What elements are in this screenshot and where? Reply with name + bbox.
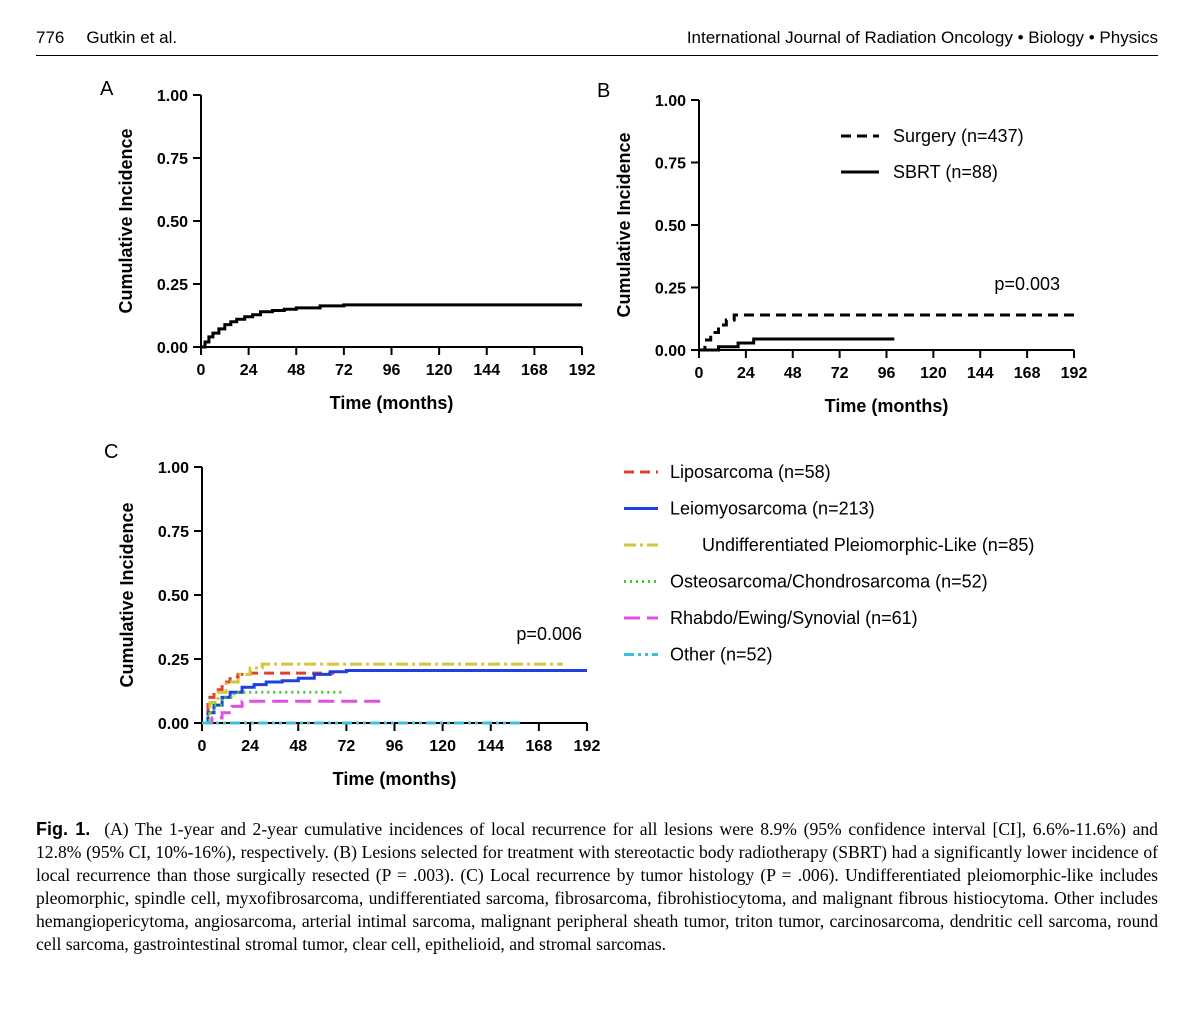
x-tick-label: 24 <box>241 738 259 755</box>
x-tick-label: 48 <box>289 738 307 755</box>
x-tick-label: 144 <box>473 362 500 379</box>
x-tick-label: 192 <box>574 738 601 755</box>
caption-text: (A) The 1-year and 2-year cumulative inc… <box>36 819 1158 954</box>
y-tick-label: 0.50 <box>158 588 189 605</box>
panel-letter: B <box>597 80 610 102</box>
x-tick-label: 0 <box>695 365 704 382</box>
panel-letter: A <box>100 78 114 100</box>
legend-label: Rhabdo/Ewing/Synovial (n=61) <box>670 608 918 628</box>
series-line-liposarcoma <box>202 671 335 725</box>
y-tick-label: 1.00 <box>655 93 686 110</box>
x-tick-label: 192 <box>1061 365 1088 382</box>
x-tick-label: 120 <box>429 738 456 755</box>
chart-panel-b: B 0.00 0.25 0.50 0.75 1.00 0 24 48 72 96 120 144 168 1… <box>597 80 1087 416</box>
x-tick-label: 96 <box>878 365 896 382</box>
y-tick-label: 0.75 <box>655 156 686 173</box>
y-tick-label: 0.75 <box>158 524 189 541</box>
y-tick-label: 0.25 <box>655 281 686 298</box>
legend-label: Leiomyosarcoma (n=213) <box>670 499 875 519</box>
x-tick-label: 120 <box>426 362 453 379</box>
y-tick-label: 0.75 <box>157 151 188 168</box>
y-axis-label: Cumulative Incidence <box>116 128 136 313</box>
header-left: 776 Gutkin et al. <box>36 28 177 48</box>
legend-label: Osteosarcoma/Chondrosarcoma (n=52) <box>670 572 988 592</box>
legend: Liposarcoma (n=58) Leiomyosarcoma (n=213)… <box>624 462 1034 665</box>
x-tick-label: 96 <box>386 738 404 755</box>
x-tick-label: 0 <box>197 362 206 379</box>
series-line-undifferentiated <box>202 662 563 725</box>
x-axis-label: Time (months) <box>333 769 457 789</box>
x-tick-label: 48 <box>784 365 802 382</box>
series-line-rhabdoewingsynovial <box>202 699 383 725</box>
series-line-sbrt <box>699 337 895 352</box>
y-tick-label: 0.00 <box>655 343 686 360</box>
legend-label: SBRT (n=88) <box>893 162 998 182</box>
p-value-annotation: p=0.003 <box>994 274 1060 294</box>
series-line-all-lesions <box>201 303 582 349</box>
y-tick-label: 0.00 <box>158 716 189 733</box>
x-tick-label: 0 <box>198 738 207 755</box>
x-tick-label: 168 <box>1014 365 1041 382</box>
x-tick-label: 120 <box>920 365 947 382</box>
x-axis-label: Time (months) <box>330 393 454 413</box>
legend-label: Undifferentiated Pleiomorphic-Like (n=85… <box>702 535 1034 555</box>
x-tick-label: 72 <box>337 738 355 755</box>
chart-panel-a: A 0.00 0.25 0.50 0.75 1.00 0 24 48 72 96 120 144 168 1… <box>100 78 595 413</box>
p-value-annotation: p=0.006 <box>516 624 582 644</box>
header-authors: Gutkin et al. <box>86 28 178 47</box>
y-axis-label: Cumulative Incidence <box>117 502 137 687</box>
page-number: 776 <box>36 28 65 47</box>
legend: Surgery (n=437) SBRT (n=88) <box>841 126 1024 182</box>
x-tick-label: 144 <box>477 738 504 755</box>
series-line-surgery <box>699 313 1074 352</box>
x-tick-label: 72 <box>831 365 849 382</box>
y-tick-label: 0.50 <box>157 214 188 231</box>
x-tick-label: 144 <box>967 365 994 382</box>
y-tick-label: 0.25 <box>158 652 189 669</box>
x-tick-label: 24 <box>737 365 755 382</box>
y-tick-label: 0.25 <box>157 277 188 294</box>
y-tick-label: 0.50 <box>655 218 686 235</box>
running-header: 776 Gutkin et al. International Journal o… <box>36 28 1158 54</box>
chart-panel-c: C 0.00 0.25 0.50 0.75 1.00 0 24 48 72 96 120 144 168 1… <box>104 441 1034 789</box>
series-line-leiomyosarcoma <box>202 669 587 725</box>
y-axis-label: Cumulative Incidence <box>614 132 634 317</box>
legend-label: Other (n=52) <box>670 645 773 665</box>
header-rule <box>36 55 1158 56</box>
x-tick-label: 96 <box>383 362 401 379</box>
figure-1-charts: A 0.00 0.25 0.50 0.75 1.00 0 24 48 72 96 120 144 168 1… <box>100 78 1087 789</box>
journal-name: International Journal of Radiation Oncol… <box>686 28 1158 47</box>
x-tick-label: 48 <box>287 362 305 379</box>
x-tick-label: 168 <box>521 362 548 379</box>
y-tick-label: 1.00 <box>158 460 189 477</box>
x-axis-label: Time (months) <box>825 396 949 416</box>
legend-label: Surgery (n=437) <box>893 126 1024 146</box>
y-tick-label: 1.00 <box>157 88 188 105</box>
legend-label: Liposarcoma (n=58) <box>670 462 831 482</box>
y-tick-label: 0.00 <box>157 340 188 357</box>
x-tick-label: 24 <box>240 362 258 379</box>
x-tick-label: 168 <box>526 738 553 755</box>
x-tick-label: 192 <box>569 362 596 379</box>
panel-letter: C <box>104 441 118 463</box>
figure-caption: Fig. 1. (A) The 1-year and 2-year cumulat… <box>36 818 1158 956</box>
x-tick-label: 72 <box>335 362 353 379</box>
caption-label: Fig. 1. <box>36 819 91 839</box>
